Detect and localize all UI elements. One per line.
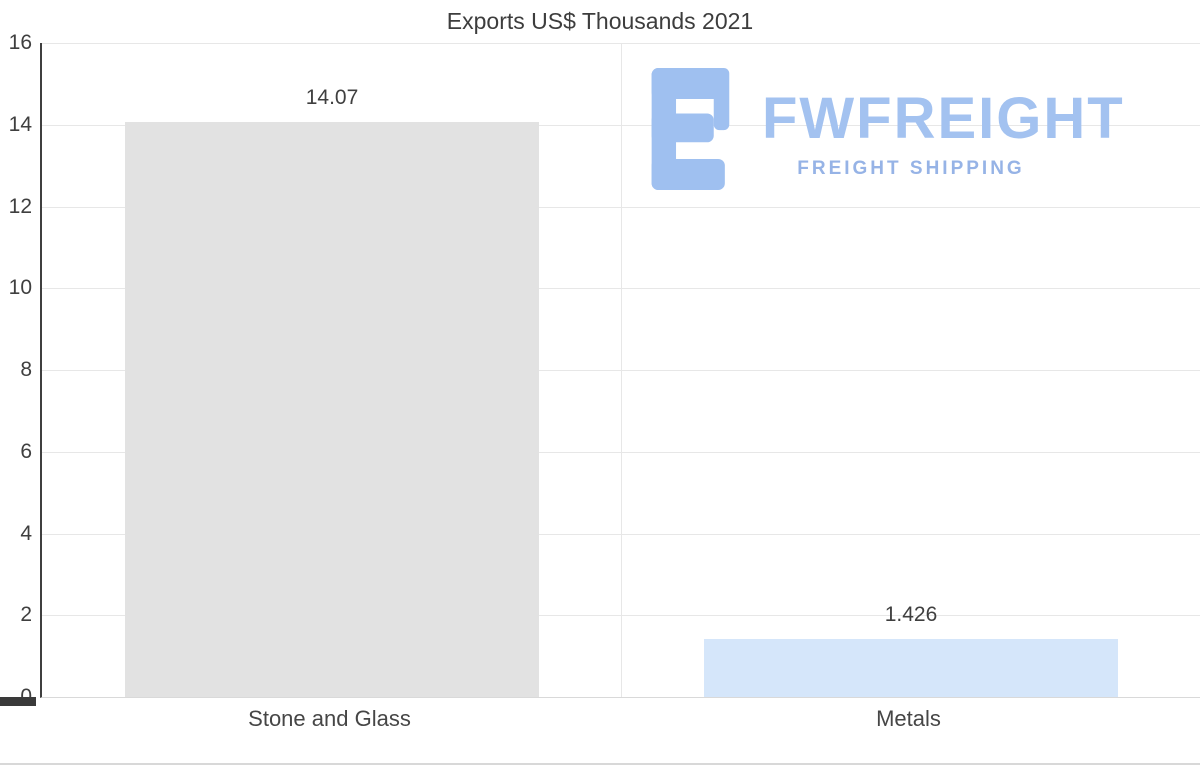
y-tick-label: 16 — [8, 31, 32, 54]
logo-tagline-text: FREIGHT SHIPPING — [797, 158, 1025, 179]
logo-brand-text: FWFREIGHT — [762, 86, 1125, 151]
y-tick-label: 2 — [20, 603, 32, 627]
logo-text-block: FWFREIGHT FREIGHT SHIPPING — [762, 68, 1125, 180]
y-tick-label: 6 — [20, 439, 32, 463]
x-label-stone-and-glass: Stone and Glass — [248, 706, 411, 731]
x-label-metals: Metals — [876, 706, 941, 731]
bar-stone-and-glass — [125, 122, 539, 697]
y-tick-label: 14 — [8, 112, 32, 136]
bar-value-label-metals: 1.426 — [884, 603, 938, 626]
y-tick-label: 12 — [8, 194, 32, 218]
y-tick-label: 10 — [8, 276, 32, 300]
gridline-v — [621, 43, 622, 697]
plot-area: 14.07 1.426 — [40, 43, 1200, 698]
fwfreight-logo-icon — [651, 68, 730, 190]
y-tick-label: 0 — [20, 685, 32, 709]
bar-value-label-stone-and-glass: 14.07 — [305, 86, 359, 109]
chart-title: Exports US$ Thousands 2021 — [446, 8, 754, 34]
y-axis-tick-labels: 0 2 4 6 8 10 12 14 16 — [0, 31, 32, 708]
axis-corner-mark — [0, 697, 36, 706]
x-axis-category-labels: Stone and Glass Metals — [40, 706, 1198, 732]
bar-metals — [704, 639, 1118, 697]
y-tick-label: 8 — [20, 358, 32, 381]
fwfreight-logo: FWFREIGHT FREIGHT SHIPPING — [648, 68, 1125, 190]
y-tick-label: 4 — [20, 521, 32, 545]
